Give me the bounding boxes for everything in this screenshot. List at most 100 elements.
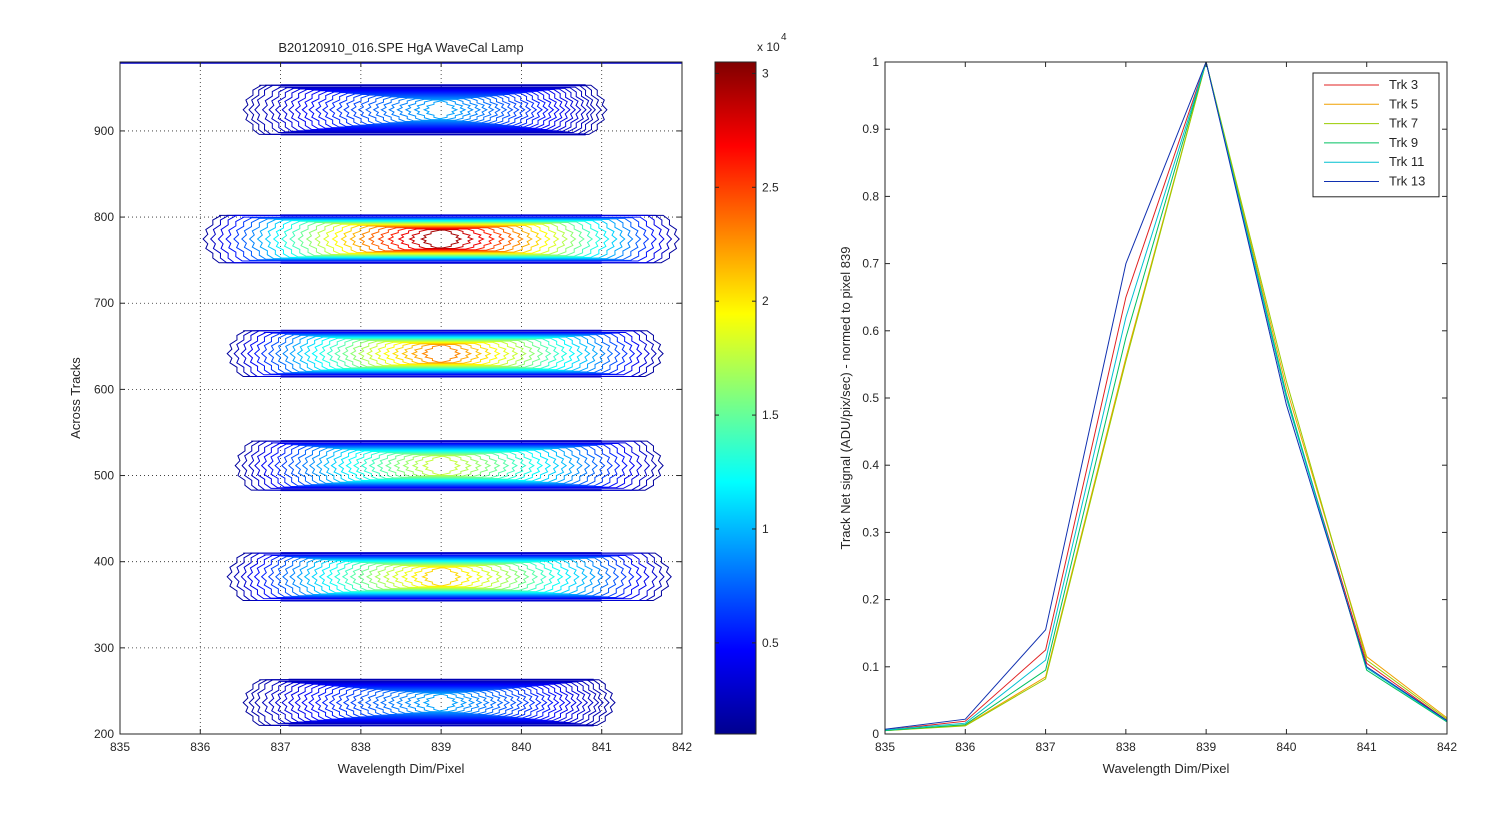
contour-line: [358, 226, 524, 253]
contour-line: [274, 682, 589, 724]
line-x-tick-label: 841: [1357, 740, 1377, 754]
contour-x-label: Wavelength Dim/Pixel: [338, 761, 465, 776]
line-plot: 835 836 837 838 839 840 841 842 0 0.1 0.2 0.3 0.4 0.…: [838, 55, 1457, 776]
contour-y-tick-label: 500: [94, 469, 114, 483]
contour-x-tick-label: 835: [110, 740, 130, 754]
contour-line: [357, 688, 517, 717]
contour-track-band: [226, 329, 664, 378]
legend-entry: Trk 11: [1389, 154, 1424, 169]
contour-track-band: [202, 214, 680, 264]
contour-line: [301, 446, 591, 485]
contour-line: [274, 444, 621, 488]
line-x-tick-label: 835: [875, 740, 895, 754]
contour-line: [421, 344, 462, 363]
contour-line: [297, 221, 585, 257]
contour-line: [397, 228, 485, 250]
contour-line: [311, 337, 576, 371]
contour-line: [328, 686, 542, 719]
contour-line: [256, 219, 626, 260]
contour-x-ticks: 835 836 837 838 839 840 841 842: [110, 62, 692, 754]
contour-line: [322, 223, 560, 255]
colorbar-tick-label: 2.5: [762, 180, 779, 194]
contour-line: [366, 341, 519, 367]
line-y-tick-label: 0.6: [862, 324, 879, 338]
contour-line: [341, 562, 547, 592]
colorbar-tick-label: 0.5: [762, 636, 779, 650]
legend-box: [1312, 72, 1440, 198]
legend-entry: Trk 5: [1389, 96, 1418, 111]
contour-line: [350, 94, 520, 126]
contour-line: [360, 451, 527, 480]
contour-line: [329, 92, 538, 127]
contour-line: [275, 556, 620, 597]
contour-line: [388, 97, 488, 123]
contour-line: [289, 221, 594, 257]
contour-line: [288, 683, 577, 722]
contour-line: [308, 684, 560, 721]
contour-line: [357, 340, 527, 367]
contour-x-tick-label: 840: [511, 740, 531, 754]
contour-line: [305, 222, 577, 256]
contour-y-tick-label: 800: [94, 210, 114, 224]
contour-line: [411, 455, 472, 477]
colorbar-tick-label: 2: [762, 294, 769, 308]
contour-line: [253, 332, 636, 375]
contour-line: [421, 455, 462, 476]
line-y-tick-label: 0.5: [862, 391, 879, 405]
contour-line: [365, 95, 508, 124]
line-y-tick-label: 0.2: [862, 593, 879, 607]
contour-line: [260, 333, 628, 375]
contour-line: [336, 93, 532, 127]
contour-line: [374, 564, 512, 590]
contour-line: [343, 93, 526, 126]
contour-line: [382, 565, 503, 589]
contour-line: [380, 690, 497, 715]
contour-title: B20120910_016.SPE HgA WaveCal Lamp: [278, 40, 523, 55]
contour-y-tick-label: 600: [94, 382, 114, 396]
contour-line: [260, 443, 636, 489]
contour-line: [330, 449, 560, 483]
legend: Trk 3 Trk 5 Trk 7 Trk 9 Trk 11 Trk 13: [1312, 72, 1440, 198]
contour-line: [280, 220, 602, 258]
contour-track-band: [234, 440, 664, 492]
contour-line: [282, 334, 606, 373]
contour-line: [261, 86, 593, 134]
contour-line: [308, 90, 555, 129]
contour-line: [268, 87, 587, 133]
contour-line: [233, 217, 650, 261]
contour-line: [321, 686, 548, 720]
contour-line: [268, 333, 621, 374]
contour-line: [331, 224, 551, 254]
contour-line: [377, 227, 505, 251]
contour-y-label: Across Tracks: [68, 357, 83, 439]
line-y-tick-label: 0.4: [862, 458, 879, 472]
contour-y-tick-label: 400: [94, 555, 114, 569]
legend-entry: Trk 13: [1389, 174, 1425, 189]
contour-line: [318, 560, 572, 594]
legend-entry: Trk 9: [1389, 135, 1418, 150]
contour-y-tick-label: 300: [94, 641, 114, 655]
contour-line: [272, 220, 610, 258]
colorbar-exponent: 4: [781, 32, 787, 43]
contour-line: [240, 552, 658, 602]
contour-line: [240, 330, 650, 378]
contour-line: [322, 92, 543, 128]
contour-line: [372, 96, 501, 124]
contour-line: [303, 559, 588, 595]
contour-line: [288, 89, 571, 131]
contour-line: [225, 216, 657, 262]
line-x-tick-label: 842: [1437, 740, 1457, 754]
contour-track-band: [242, 84, 608, 136]
line-y-tick-label: 0.8: [862, 189, 879, 203]
contour-axes-box: [119, 61, 683, 735]
contour-line: [387, 691, 490, 714]
contour-line: [391, 342, 492, 365]
contour-line: [315, 91, 549, 129]
line-y-tick-label: 1: [872, 55, 879, 69]
contour-line: [217, 214, 665, 264]
contour-x-tick-label: 842: [672, 740, 692, 754]
contour-x-tick-label: 838: [351, 740, 371, 754]
contour-line: [413, 99, 467, 121]
contour-line: [294, 89, 566, 131]
contour-y-tick-label: 900: [94, 124, 114, 138]
